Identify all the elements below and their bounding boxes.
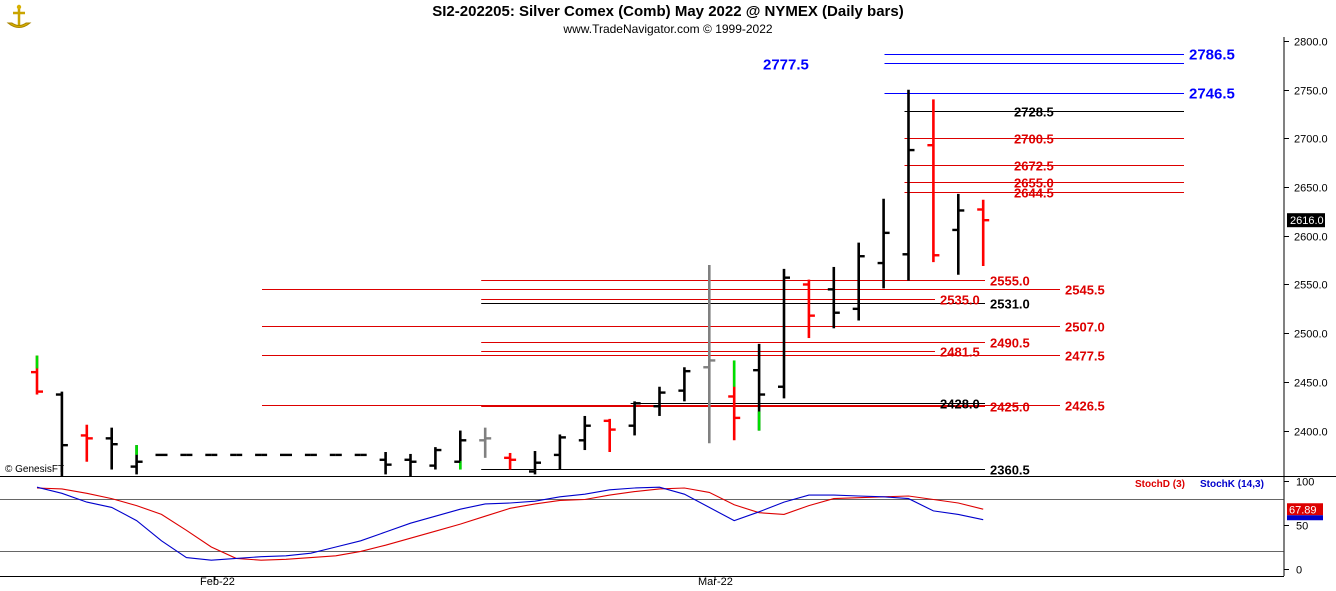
ohlc-bar[interactable] (553, 434, 566, 470)
price-tick-label: 2800.0 (1294, 37, 1328, 49)
level-label: 2545.5 (1065, 283, 1105, 298)
chart-title: SI2-202205: Silver Comex (Comb) May 2022… (432, 3, 904, 20)
level-label: 2425.0 (990, 400, 1030, 415)
ohlc-bar[interactable] (454, 430, 467, 470)
price-tick-label: 2750.0 (1294, 86, 1328, 98)
ohlc-bar[interactable] (678, 367, 691, 402)
price-tick-label: 2550.0 (1294, 280, 1328, 292)
stochd-line (36, 487, 984, 561)
ohlc-bar[interactable] (852, 242, 865, 321)
genesis-watermark: © GenesisFT (5, 464, 64, 475)
ohlc-bar[interactable] (802, 279, 815, 339)
ohlc-bar[interactable] (628, 401, 641, 436)
ohlc-bar[interactable] (653, 386, 666, 416)
stochk-last-marker (1287, 515, 1323, 521)
level-label: 2644.5 (1014, 186, 1054, 201)
last-price-label: 2616.0 (1290, 215, 1324, 227)
level-label: 2531.0 (990, 297, 1030, 312)
chart-header: SI2-202205: Silver Comex (Comb) May 2022… (0, 0, 1336, 36)
ohlc-bar[interactable] (877, 198, 890, 289)
ohlc-bar[interactable] (603, 418, 616, 452)
osc-tick-label: 100 (1296, 477, 1314, 489)
ohlc-bar[interactable] (130, 445, 143, 475)
trade-navigator-logo-icon (4, 3, 34, 33)
level-label: 2746.5 (1189, 86, 1235, 103)
last-price-marker (1287, 213, 1325, 228)
level-label: 2490.5 (990, 336, 1030, 351)
level-label: 2728.5 (1014, 105, 1054, 120)
level-label: 2477.5 (1065, 349, 1105, 364)
stochk-legend: StochK (14,3) (1200, 479, 1264, 490)
stoch-lines (36, 486, 984, 561)
ohlc-bar[interactable] (55, 391, 68, 489)
level-label: 2655.0 (1014, 176, 1054, 191)
ohlc-bar[interactable] (827, 266, 840, 329)
stochd-legend: StochD (3) (1135, 479, 1185, 490)
price-tick-label: 2650.0 (1294, 183, 1328, 195)
ohlc-bar[interactable] (379, 451, 392, 475)
price-tick-label: 2600.0 (1294, 232, 1328, 244)
level-label: 2700.5 (1014, 132, 1054, 147)
ohlc-bar[interactable] (529, 451, 541, 475)
level-label: 2672.5 (1014, 159, 1054, 174)
ohlc-bar[interactable] (977, 199, 990, 266)
ohlc-bar[interactable] (728, 360, 741, 441)
stochk-line (36, 486, 984, 561)
ohlc-bar[interactable] (578, 415, 591, 451)
ohlc-bar[interactable] (902, 89, 915, 281)
x-label-feb: Feb-22 (200, 576, 235, 588)
ohlc-bar[interactable] (927, 99, 940, 263)
chart-subtitle: www.TradeNavigator.com © 1999-2022 (563, 22, 773, 36)
price-tick-label: 2400.0 (1294, 427, 1328, 439)
level-label: 2786.5 (1189, 47, 1235, 64)
price-plot-area (0, 37, 1284, 476)
level-label: 2555.0 (990, 274, 1030, 289)
ohlc-bar[interactable] (952, 193, 965, 275)
price-tick-label: 2500.0 (1294, 329, 1328, 341)
level-label: 2360.5 (990, 463, 1030, 478)
stochd-last-marker (1287, 503, 1323, 516)
ohlc-bar[interactable] (80, 424, 93, 462)
ohlc-bar[interactable] (31, 355, 43, 395)
ohlc-bar[interactable] (753, 343, 766, 431)
ohlc-bar[interactable] (703, 265, 716, 444)
price-tick-label: 2700.0 (1294, 134, 1328, 146)
level-label: 2507.0 (1065, 320, 1105, 335)
stochd-last-label: 67.89 (1289, 504, 1317, 516)
osc-tick-label: 50 (1296, 521, 1308, 533)
ohlc-bar[interactable] (429, 447, 442, 470)
level-label: 2777.5 (763, 57, 809, 74)
level-label: 2535.0 (940, 293, 980, 308)
ohlc-bar[interactable] (479, 427, 492, 458)
x-label-mar: Mar-22 (698, 576, 733, 588)
level-label: 2428.0 (940, 397, 980, 412)
osc-tick-label: 0 (1296, 565, 1302, 577)
level-label: 2481.5 (940, 345, 980, 360)
ohlc-bar[interactable] (504, 452, 517, 470)
ohlc-bar[interactable] (404, 453, 417, 479)
price-tick-label: 2450.0 (1294, 378, 1328, 390)
level-label: 2426.5 (1065, 399, 1105, 414)
ohlc-bar[interactable] (778, 268, 790, 399)
ohlc-bar[interactable] (105, 427, 118, 470)
